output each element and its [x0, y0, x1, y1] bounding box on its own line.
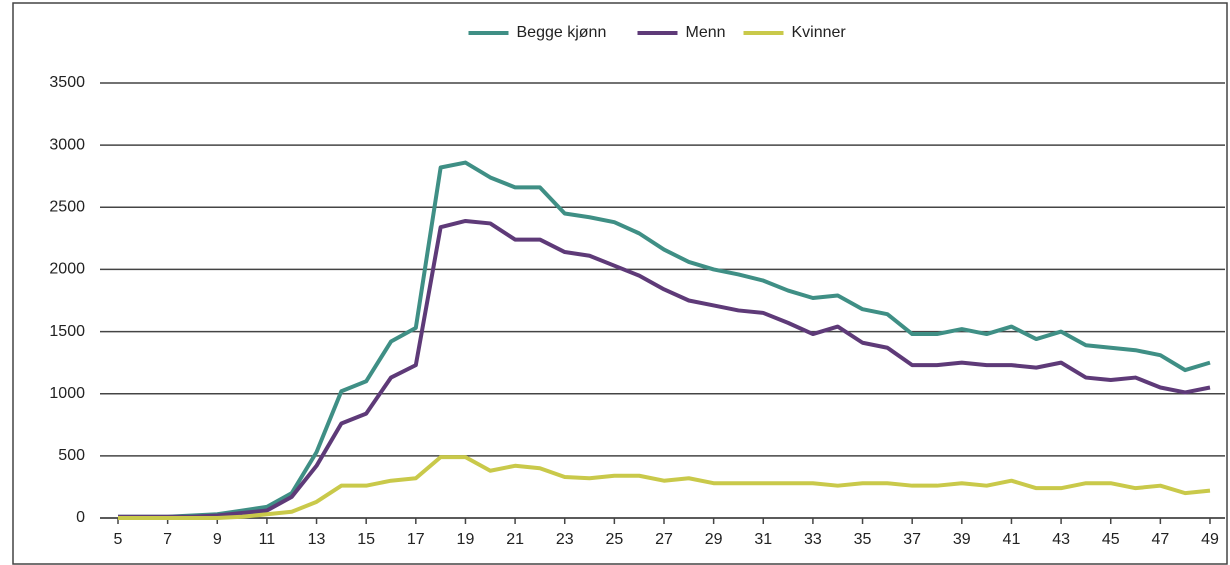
frame — [12, 2, 1228, 565]
x-tick-label: 21 — [506, 531, 524, 548]
y-tick-label: 500 — [58, 447, 85, 464]
x-tick-label: 33 — [804, 531, 822, 548]
y-tick-label: 1000 — [49, 385, 85, 402]
x-tick-label: 35 — [854, 531, 872, 548]
legend-label: Begge kjønn — [517, 24, 607, 41]
x-tick-label: 41 — [1003, 531, 1021, 548]
x-tick-label: 25 — [605, 531, 623, 548]
y-tick-label: 2000 — [49, 261, 85, 278]
x-tick-label: 31 — [754, 531, 772, 548]
x-tick-label: 47 — [1151, 531, 1169, 548]
line-series — [118, 218, 1211, 519]
y-tick-label: 1500 — [49, 323, 85, 340]
x-tick-label: 29 — [705, 531, 723, 548]
x-tick-label: 11 — [259, 531, 276, 548]
x-tick-label: 7 — [163, 531, 172, 548]
legend-label: Menn — [686, 24, 726, 41]
y-tick-label: 3000 — [49, 136, 85, 153]
x-tick-label: 49 — [1201, 531, 1219, 548]
y-tick-label: 0 — [76, 509, 85, 526]
x-tick-label: 19 — [457, 531, 475, 548]
x-tick-label: 15 — [357, 531, 375, 548]
x-tick-label: 39 — [953, 531, 971, 548]
x-tick-label: 9 — [213, 531, 222, 548]
y-tick-label: 3500 — [49, 74, 85, 91]
x-tick-label: 37 — [903, 531, 921, 548]
legend-label: Kvinner — [792, 24, 847, 41]
x-tick-label: 23 — [556, 531, 574, 548]
x-tick-label: 27 — [655, 531, 673, 548]
x-tick-label: 5 — [114, 531, 123, 548]
x-tick-label: 17 — [407, 531, 425, 548]
x-tick-label: 43 — [1052, 531, 1070, 548]
x-tick-label: 45 — [1102, 531, 1120, 548]
line-series — [118, 160, 1211, 519]
line-series — [118, 455, 1211, 520]
y-tick-label: 2500 — [49, 199, 85, 216]
x-tick-label: 13 — [308, 531, 326, 548]
